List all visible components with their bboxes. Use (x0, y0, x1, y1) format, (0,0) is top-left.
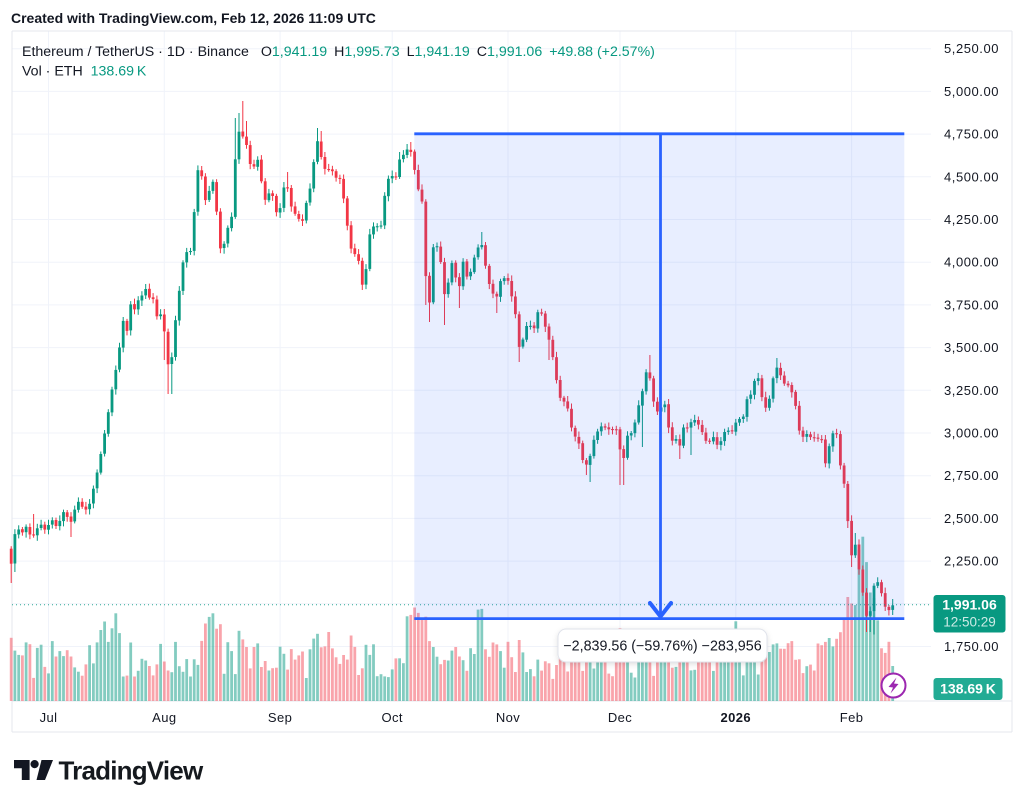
svg-text:4,500.00: 4,500.00 (944, 169, 999, 184)
svg-text:Jul: Jul (40, 710, 58, 725)
svg-text:Dec: Dec (608, 710, 632, 725)
svg-text:3,250.00: 3,250.00 (944, 383, 999, 398)
svg-text:4,750.00: 4,750.00 (944, 127, 999, 142)
svg-text:2,250.00: 2,250.00 (944, 554, 999, 569)
svg-text:3,500.00: 3,500.00 (944, 340, 999, 355)
svg-text:Feb: Feb (840, 710, 864, 725)
svg-text:5,000.00: 5,000.00 (944, 84, 999, 99)
svg-text:Vol · ETH 138.69 K: Vol · ETH 138.69 K (22, 64, 147, 80)
svg-text:Aug: Aug (152, 710, 176, 725)
svg-text:3,750.00: 3,750.00 (944, 297, 999, 312)
svg-text:4,000.00: 4,000.00 (944, 255, 999, 270)
svg-text:12:50:29: 12:50:29 (943, 615, 996, 630)
svg-text:Created with TradingView.com,: Created with TradingView.com, Feb 12, 20… (11, 10, 376, 26)
svg-text:Nov: Nov (496, 710, 520, 725)
svg-text:2026: 2026 (721, 710, 752, 725)
svg-text:Ethereum / TetherUS · 1D · Bin: Ethereum / TetherUS · 1D · Binance O1,941… (22, 44, 655, 60)
svg-text:−2,839.56 (−59.76%) −283,956: −2,839.56 (−59.76%) −283,956 (563, 639, 761, 655)
svg-text:Oct: Oct (381, 710, 402, 725)
svg-text:2,500.00: 2,500.00 (944, 511, 999, 526)
svg-text:Sep: Sep (268, 710, 292, 725)
svg-text:4,250.00: 4,250.00 (944, 212, 999, 227)
svg-text:5,250.00: 5,250.00 (944, 41, 999, 56)
svg-text:3,000.00: 3,000.00 (944, 426, 999, 441)
svg-text:138.69 K: 138.69 K (940, 681, 996, 697)
svg-text:2,750.00: 2,750.00 (944, 468, 999, 483)
svg-text:TradingView: TradingView (59, 756, 204, 786)
svg-text:1,750.00: 1,750.00 (944, 639, 999, 654)
svg-text:1,991.06: 1,991.06 (942, 597, 997, 613)
